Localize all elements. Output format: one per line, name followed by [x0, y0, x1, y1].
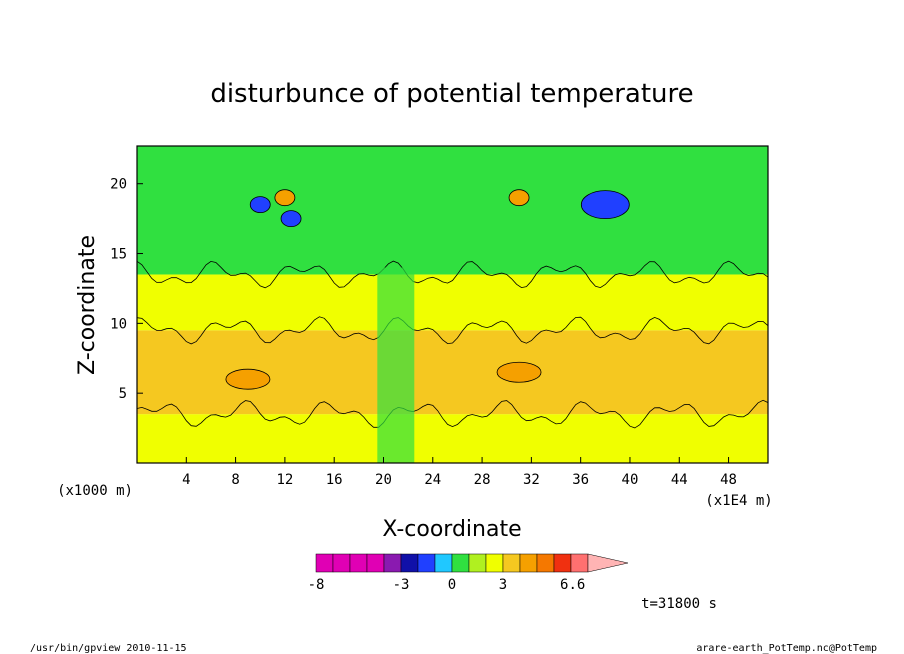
colorbar-tick-label: 6.6 — [560, 577, 585, 593]
colorbar-tick-label: 3 — [499, 577, 507, 593]
contour-line — [137, 399, 768, 429]
x-unit-right: (x1E4 m) — [705, 493, 772, 509]
colorbar-swatch — [315, 553, 334, 573]
colorbar-swatch — [366, 553, 385, 573]
x-axis-label: X-coordinate — [382, 517, 521, 542]
x-tick-label: 20 — [375, 472, 392, 488]
colorbar-tick-label: 0 — [448, 577, 456, 593]
x-tick-label: 40 — [622, 472, 639, 488]
colorbar: -8 -3 0 3 6.6 — [308, 553, 629, 593]
colorbar-swatch — [383, 553, 402, 573]
colorbar-swatch — [553, 553, 572, 573]
colorbar-swatch — [349, 553, 368, 573]
y-tick-label: 5 — [119, 386, 127, 402]
x-unit-left: (x1000 m) — [57, 483, 133, 499]
x-tick-label: 4 — [182, 472, 190, 488]
footer-right: arare-earth_PotTemp.nc@PotTemp — [696, 643, 877, 654]
x-tick-label: 32 — [523, 472, 540, 488]
colorbar-swatch — [570, 553, 589, 573]
colorbar-swatch — [417, 553, 436, 573]
plot-frame — [136, 145, 769, 464]
cold-cell-1 — [249, 196, 271, 214]
colorbar-extend-arrow — [587, 553, 629, 573]
colorbar-swatch — [332, 553, 351, 573]
x-tick-label: 48 — [720, 472, 737, 488]
warm-patch-2 — [496, 361, 542, 383]
y-axis-label: Z-coordinate — [75, 235, 100, 375]
colorbar-swatch — [519, 553, 538, 573]
field-layer — [137, 146, 768, 463]
colorbar-swatch — [502, 553, 521, 573]
y-tick-label: 20 — [110, 177, 127, 193]
colorbar-swatch — [468, 553, 487, 573]
colorbar-swatch — [400, 553, 419, 573]
updraft-column — [377, 267, 415, 463]
colorbar-swatch — [434, 553, 453, 573]
cold-cell-2 — [280, 210, 302, 228]
warm-cell-1 — [274, 189, 296, 207]
warm-cell-2 — [508, 189, 530, 207]
band-upper-layer — [137, 146, 768, 275]
x-tick-label: 24 — [424, 472, 441, 488]
plot-area — [136, 145, 769, 464]
x-tick-label: 16 — [326, 472, 343, 488]
contour-line — [137, 260, 768, 289]
footer-left: /usr/bin/gpview 2010-11-15 — [30, 643, 187, 654]
x-tick-label: 8 — [231, 472, 239, 488]
band-mid-layer — [137, 274, 768, 331]
x-tick-label: 36 — [572, 472, 589, 488]
x-tick-label: 12 — [276, 472, 293, 488]
x-tick-label: 28 — [474, 472, 491, 488]
band-lower-layer — [137, 414, 768, 463]
y-axis: 5 10 15 20 — [110, 177, 143, 402]
colorbar-swatch — [536, 553, 555, 573]
y-tick-label: 15 — [110, 247, 127, 263]
x-axis: 4 8 12 16 20 24 28 32 36 40 44 48 — [182, 457, 737, 488]
colorbar-swatch — [485, 553, 504, 573]
x-tick-label: 44 — [671, 472, 688, 488]
time-label: t=31800 s — [641, 596, 717, 612]
contour-line — [137, 316, 768, 345]
colorbar-tick-label: -8 — [308, 577, 325, 593]
chart-title: disturbunce of potential temperature — [210, 79, 693, 109]
cold-cell-3 — [580, 190, 630, 220]
colorbar-tick-label: -3 — [393, 577, 410, 593]
y-tick-label: 10 — [110, 316, 127, 332]
warm-patch-1 — [225, 368, 271, 390]
colorbar-swatch — [451, 553, 470, 573]
